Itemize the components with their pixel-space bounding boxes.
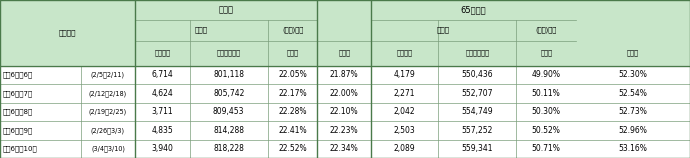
Text: 令和6年第7週: 令和6年第7週 (3, 90, 33, 97)
Text: 22.52%: 22.52% (278, 144, 307, 153)
Text: 805,742: 805,742 (213, 89, 244, 98)
Text: 52.73%: 52.73% (619, 107, 647, 116)
Text: 52.96%: 52.96% (619, 126, 647, 135)
Text: 接種率: 接種率 (540, 50, 552, 56)
Bar (0, 140, 690, 158)
Text: 554,749: 554,749 (462, 107, 493, 116)
Text: (参考)全国: (参考)全国 (535, 27, 557, 33)
Text: 6,714: 6,714 (151, 70, 173, 79)
Text: 22.05%: 22.05% (278, 70, 307, 79)
Text: 接種率: 接種率 (286, 50, 299, 56)
Text: 静岡県: 静岡県 (195, 27, 208, 33)
Text: 集計期間: 集計期間 (59, 30, 76, 36)
Text: 559,341: 559,341 (462, 144, 493, 153)
Text: 4,179: 4,179 (394, 70, 415, 79)
Text: 53.16%: 53.16% (619, 144, 647, 153)
Text: 814,288: 814,288 (213, 126, 244, 135)
Text: 2,503: 2,503 (394, 126, 415, 135)
Text: 550,436: 550,436 (462, 70, 493, 79)
Text: 3,711: 3,711 (151, 107, 173, 116)
Text: 接種者数累計: 接種者数累計 (465, 50, 489, 56)
Text: 22.10%: 22.10% (330, 107, 359, 116)
Text: 4,624: 4,624 (151, 89, 173, 98)
Text: 全年代: 全年代 (219, 5, 233, 14)
Text: 接種者数: 接種者数 (154, 50, 170, 56)
Text: 22.28%: 22.28% (278, 107, 307, 116)
Text: 2,089: 2,089 (394, 144, 415, 153)
Text: (2/26～3/3): (2/26～3/3) (91, 127, 125, 134)
Text: 4,835: 4,835 (151, 126, 173, 135)
Bar (0, 121, 690, 140)
Text: 809,453: 809,453 (213, 107, 244, 116)
Text: 2,271: 2,271 (394, 89, 415, 98)
Bar (0, 84, 690, 103)
Text: 22.17%: 22.17% (278, 89, 307, 98)
Text: 50.71%: 50.71% (532, 144, 560, 153)
Text: (参考)全国: (参考)全国 (282, 27, 303, 33)
Bar (0, 103, 690, 121)
Text: 22.23%: 22.23% (330, 126, 359, 135)
Text: 接種者数: 接種者数 (397, 50, 413, 56)
Text: 21.87%: 21.87% (330, 70, 359, 79)
Text: 接種者数累計: 接種者数累計 (217, 50, 241, 56)
Text: 令和6年第6週: 令和6年第6週 (3, 72, 33, 78)
Bar (0, 66, 690, 84)
Text: 552,707: 552,707 (462, 89, 493, 98)
Text: 22.00%: 22.00% (330, 89, 359, 98)
Text: (3/4～3/10): (3/4～3/10) (91, 146, 125, 152)
Text: (2/12～2/18): (2/12～2/18) (89, 90, 127, 97)
Text: 49.90%: 49.90% (531, 70, 561, 79)
Text: 接種率: 接種率 (338, 50, 351, 56)
Text: 2,042: 2,042 (394, 107, 415, 116)
Text: 52.30%: 52.30% (619, 70, 647, 79)
Text: 令和6年第10週: 令和6年第10週 (3, 146, 37, 152)
Text: 52.54%: 52.54% (619, 89, 647, 98)
Text: 65歳以上: 65歳以上 (461, 5, 486, 14)
Bar (0, 0, 690, 66)
Text: 令和6年第9週: 令和6年第9週 (3, 127, 33, 134)
Text: (2/19～2/25): (2/19～2/25) (89, 109, 127, 115)
Text: 50.30%: 50.30% (531, 107, 561, 116)
Text: 818,228: 818,228 (213, 144, 244, 153)
Text: 557,252: 557,252 (462, 126, 493, 135)
Text: 令和6年第8週: 令和6年第8週 (3, 109, 33, 115)
Text: 22.41%: 22.41% (278, 126, 307, 135)
Text: 3,940: 3,940 (151, 144, 173, 153)
Text: 50.52%: 50.52% (532, 126, 560, 135)
Text: 静岡県: 静岡県 (437, 27, 451, 33)
Text: 50.11%: 50.11% (532, 89, 560, 98)
Text: 801,118: 801,118 (213, 70, 244, 79)
Text: 接種率: 接種率 (627, 50, 639, 56)
Text: 22.34%: 22.34% (330, 144, 359, 153)
Text: (2/5～2/11): (2/5～2/11) (91, 72, 125, 78)
